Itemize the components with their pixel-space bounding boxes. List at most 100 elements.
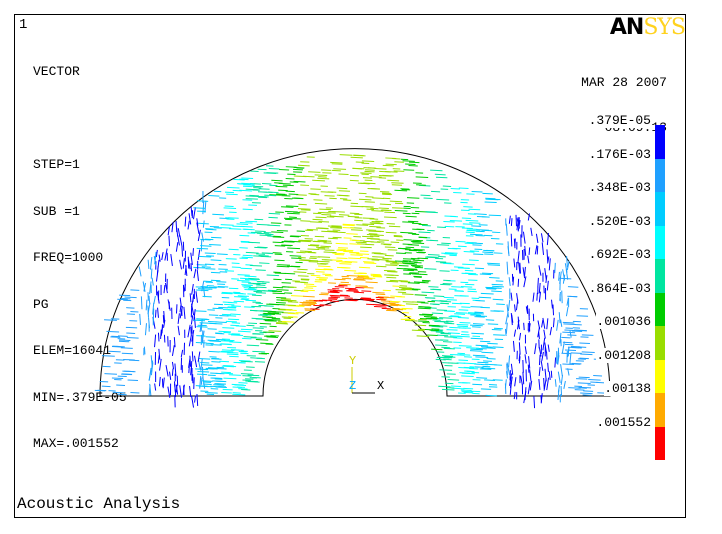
vector-arrow: [153, 295, 156, 305]
vector-arrow: [444, 253, 457, 255]
vector-arrow: [245, 220, 258, 223]
vector-arrow: [538, 379, 541, 390]
vector-arrow: [282, 321, 295, 323]
vector-arrow: [513, 258, 516, 268]
vector-arrow: [182, 384, 185, 396]
vector-arrow: [193, 266, 206, 269]
vector-arrow: [256, 223, 270, 226]
vector-arrow: [211, 236, 222, 239]
vector-arrow: [524, 346, 527, 355]
vector-arrow: [524, 387, 527, 401]
vector-arrow: [289, 255, 302, 257]
legend-label: .001552: [596, 414, 651, 430]
vector-arrow: [192, 207, 196, 220]
vector-arrow: [417, 281, 429, 284]
vector-arrow: [350, 254, 363, 256]
vector-arrow: [394, 210, 408, 212]
vector-arrow: [244, 306, 255, 308]
vector-arrow: [561, 341, 565, 354]
vector-arrow: [402, 221, 415, 223]
vector-arrow: [457, 325, 469, 328]
triad-x-label: X: [377, 379, 384, 393]
vector-arrow: [419, 314, 433, 316]
vector-arrow: [138, 266, 142, 277]
vector-arrow: [493, 310, 504, 312]
vector-arrow: [228, 217, 239, 219]
vector-arrow: [223, 377, 237, 380]
vector-arrow: [459, 321, 471, 324]
vector-arrow: [520, 375, 523, 385]
vector-arrow: [201, 232, 205, 242]
vector-arrow: [191, 351, 194, 362]
vector-arrow: [158, 348, 161, 360]
vector-arrow: [195, 310, 207, 312]
vector-arrow: [366, 233, 379, 236]
vector-arrow: [451, 286, 464, 288]
vector-arrow: [348, 257, 362, 260]
vector-arrow: [297, 275, 309, 277]
vector-arrow: [542, 317, 546, 329]
vector-arrow: [470, 337, 484, 340]
vector-arrow: [350, 229, 363, 231]
vector-arrow: [370, 176, 382, 178]
vector-arrow: [281, 240, 295, 243]
vector-arrow: [454, 295, 467, 297]
vector-arrow: [458, 367, 472, 369]
vector-arrow: [425, 317, 438, 320]
vector-arrow: [538, 354, 541, 366]
vector-arrow: [508, 215, 511, 224]
vector-arrow: [547, 256, 550, 264]
vector-arrow: [167, 386, 171, 398]
vector-arrow: [259, 322, 272, 325]
vector-arrow: [514, 377, 517, 387]
vector-arrow: [303, 295, 315, 298]
vector-arrow: [528, 323, 531, 333]
vector-arrow: [385, 231, 397, 234]
vector-arrow: [125, 326, 138, 329]
vector-arrow: [312, 218, 323, 221]
vector-arrow: [239, 221, 253, 224]
vector-arrow: [244, 275, 257, 278]
vector-arrow: [475, 344, 489, 347]
vector-arrow: [565, 306, 569, 317]
vector-arrow: [179, 306, 184, 319]
vector-arrow: [212, 307, 224, 310]
vector-arrow: [554, 357, 557, 368]
vector-arrow: [535, 233, 539, 244]
vector-arrow: [559, 277, 572, 280]
vector-arrow: [157, 259, 160, 269]
vector-arrow: [385, 163, 397, 166]
vector-arrow: [508, 355, 511, 368]
vector-arrow: [233, 178, 245, 181]
vector-arrow: [245, 251, 259, 254]
vector-arrow: [257, 195, 269, 198]
vector-arrow: [440, 300, 452, 303]
vector-arrow: [338, 214, 350, 216]
vector-arrow: [416, 335, 430, 337]
graphics-window[interactable]: 1 VECTOR STEP=1 SUB =1 FREQ=1000 PG ELEM…: [14, 14, 686, 518]
vector-arrow: [143, 282, 147, 292]
vector-arrow: [405, 303, 419, 306]
vector-arrow: [378, 239, 389, 241]
vector-arrow: [578, 376, 590, 379]
vector-arrow: [244, 279, 257, 281]
vector-arrow: [436, 309, 448, 311]
vector-arrow: [204, 392, 218, 394]
vector-arrow: [402, 258, 416, 260]
vector-arrow: [407, 269, 418, 271]
vector-arrow: [200, 245, 212, 247]
info-line: PG: [33, 296, 49, 312]
vector-arrow: [405, 163, 416, 165]
vector-arrow: [190, 326, 192, 336]
vector-arrow: [282, 184, 294, 187]
vector-arrow: [513, 391, 516, 400]
legend-label: .176E-03: [588, 146, 651, 162]
vector-arrow: [179, 259, 182, 270]
vector-arrow: [480, 292, 494, 295]
vector-arrow: [200, 358, 203, 371]
vector-arrow: [196, 222, 200, 234]
vector-arrow: [424, 307, 437, 309]
vector-plot: YZ X: [94, 148, 611, 409]
vector-arrow: [455, 240, 466, 243]
vector-arrow: [225, 320, 237, 323]
